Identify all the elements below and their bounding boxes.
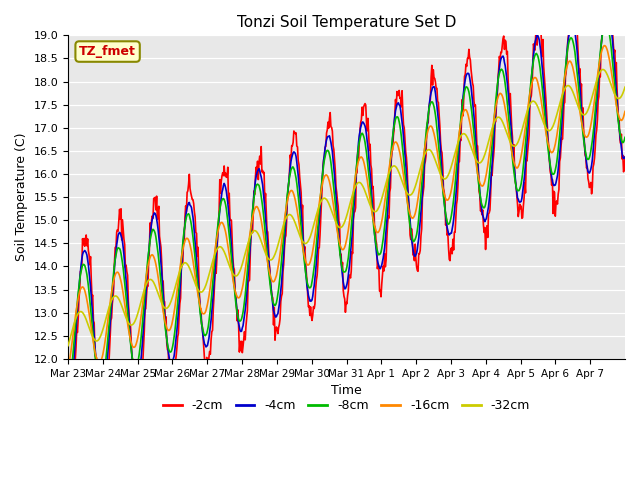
Text: TZ_fmet: TZ_fmet: [79, 45, 136, 58]
Title: Tonzi Soil Temperature Set D: Tonzi Soil Temperature Set D: [237, 15, 456, 30]
Y-axis label: Soil Temperature (C): Soil Temperature (C): [15, 133, 28, 262]
Legend: -2cm, -4cm, -8cm, -16cm, -32cm: -2cm, -4cm, -8cm, -16cm, -32cm: [158, 395, 535, 418]
X-axis label: Time: Time: [331, 384, 362, 397]
